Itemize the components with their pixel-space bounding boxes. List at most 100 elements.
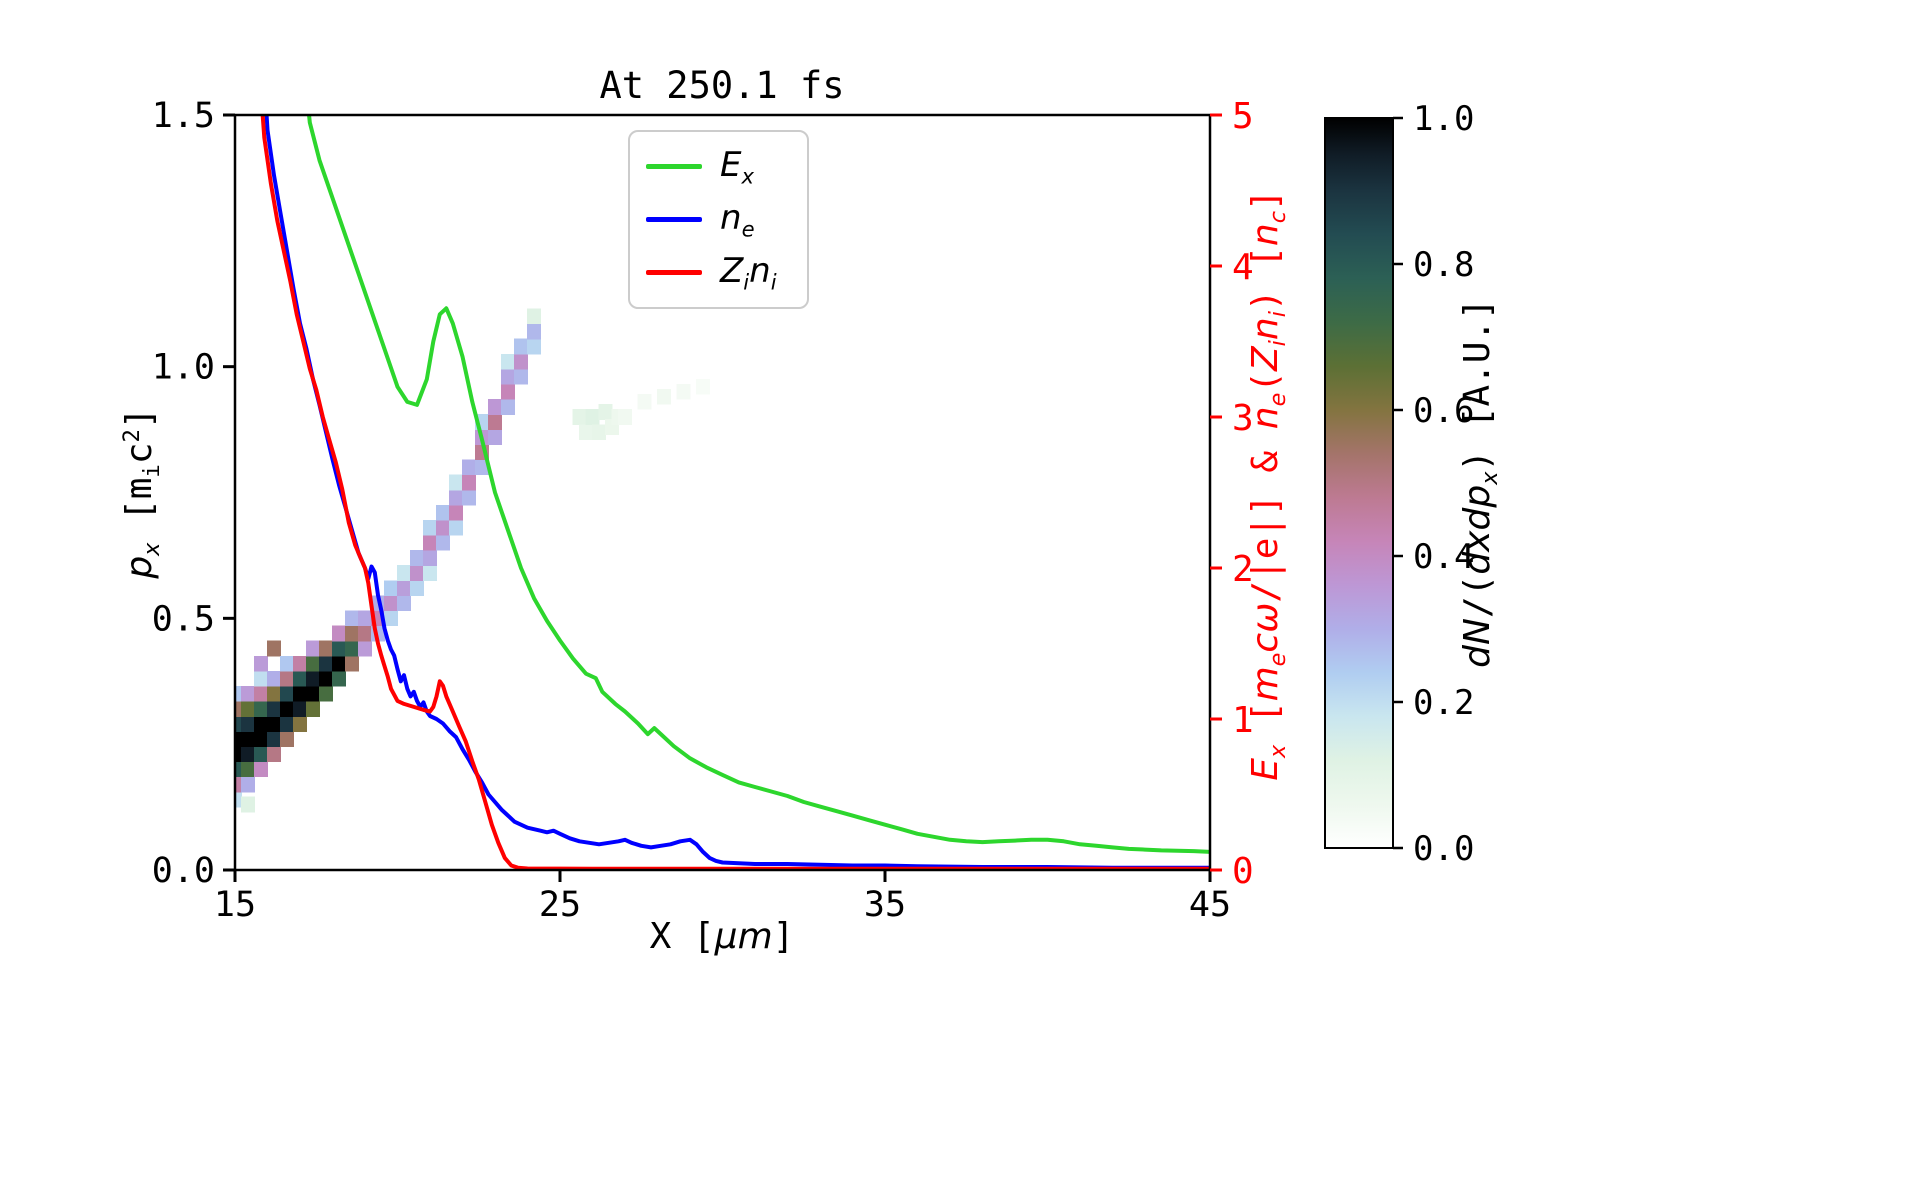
- label-segment: ) [: [1245, 246, 1287, 312]
- label-segment: ]: [1245, 189, 1287, 211]
- heatmap-cell: [488, 414, 502, 430]
- heatmap-cell: [397, 595, 411, 612]
- heatmap-cell: [462, 489, 476, 506]
- heatmap-cell: [514, 368, 528, 385]
- label-segment: X [: [649, 916, 715, 957]
- legend-entry-label: Ex: [720, 145, 754, 188]
- y-left-tick-label: 1.5: [152, 96, 215, 136]
- label-segment: x: [741, 163, 754, 189]
- heatmap-cell: [345, 610, 359, 627]
- heatmap-cell: [280, 701, 294, 717]
- heatmap-cell: [332, 625, 346, 642]
- heatmap-cell: [306, 686, 320, 702]
- label-segment: n: [720, 197, 742, 238]
- label-segment: n: [1245, 406, 1287, 430]
- heatmap-cell: [235, 776, 242, 793]
- label-segment: m: [1245, 666, 1287, 702]
- legend-entry-label: Zini: [720, 251, 777, 294]
- y-right-tick-label: 5: [1232, 96, 1254, 137]
- plot-title: At 250.1 fs: [599, 64, 845, 107]
- heatmap-cell: [358, 610, 372, 627]
- heatmap-cell: [293, 701, 307, 717]
- heatmap-cell: [235, 716, 242, 732]
- label-segment: n: [1245, 223, 1287, 247]
- label-segment: (: [1245, 371, 1287, 393]
- label-segment: ω: [1245, 602, 1287, 633]
- x-tick-label: 35: [864, 885, 906, 925]
- label-segment: ) [A.U.]: [1457, 298, 1499, 472]
- label-segment: x: [1476, 471, 1503, 485]
- label-segment: x: [1264, 744, 1291, 758]
- label-segment: /|e|] &: [1245, 429, 1287, 603]
- heatmap-cell: [267, 716, 281, 732]
- heatmap-cell: [449, 519, 463, 536]
- label-segment: c: [1264, 210, 1291, 224]
- colorbar: [1324, 117, 1394, 849]
- heatmap-cell: [241, 686, 255, 702]
- heatmap-cell: [436, 519, 450, 536]
- heatmap-cell: [358, 640, 372, 657]
- heatmap-cell: [267, 670, 281, 687]
- heatmap-cell: [254, 670, 268, 687]
- label-segment: c: [1245, 632, 1287, 653]
- heatmap-cell: [410, 565, 424, 581]
- heatmap-cell: [235, 746, 242, 763]
- x-tick-label: 25: [539, 885, 581, 925]
- heatmap-cell: [462, 474, 476, 491]
- label-segment: e: [741, 216, 755, 242]
- label-segment: d: [1457, 551, 1499, 575]
- series-line-z-i-n-i: [260, 115, 1210, 870]
- heatmap-cell: [254, 761, 268, 778]
- heatmap-cell: [254, 746, 268, 763]
- heatmap-cell: [241, 701, 255, 717]
- label-segment: e: [1264, 652, 1291, 667]
- heatmap-cell: [358, 625, 372, 642]
- heatmap-cell: [319, 686, 333, 702]
- heatmap-cell: [235, 731, 242, 747]
- colorbar-tick-label: 1.0: [1413, 99, 1474, 139]
- heatmap-cell: [319, 655, 333, 672]
- heatmap-cell: [254, 701, 268, 717]
- legend-line-sample: [646, 164, 702, 169]
- heatmap-cell: [423, 565, 437, 581]
- heatmap-cell: [241, 761, 255, 778]
- heatmap-cell: [637, 394, 652, 410]
- heatmap-cell: [579, 424, 593, 440]
- heatmap-cell: [267, 686, 281, 702]
- heatmap-cell: [488, 429, 502, 445]
- plot-border: [233, 113, 1212, 872]
- heatmap-cell: [345, 625, 359, 642]
- label-segment: [m: [119, 477, 161, 543]
- heatmap-cell: [572, 409, 587, 425]
- legend-line-sample: [646, 217, 702, 222]
- label-segment: d: [1457, 644, 1499, 668]
- heatmap-cell: [397, 580, 411, 596]
- heatmap-cell: [436, 504, 450, 521]
- heatmap-cell: [423, 535, 437, 551]
- heatmap: [235, 308, 710, 813]
- label-segment: N: [1457, 618, 1499, 645]
- heatmap-cell: [241, 731, 255, 747]
- heatmap-cell: [280, 686, 294, 702]
- heatmap-cell: [306, 640, 320, 657]
- heatmap-cell: [423, 550, 437, 566]
- heatmap-cell: [235, 761, 242, 778]
- heatmap-cell: [436, 535, 450, 551]
- colorbar-tick-label: 0.6: [1413, 391, 1474, 431]
- label-segment: p: [119, 555, 161, 579]
- heatmap-cell: [345, 640, 359, 657]
- label-segment: i: [139, 464, 166, 478]
- heatmap-cell: [527, 308, 541, 325]
- y-right-tick-label: 3: [1232, 398, 1254, 439]
- heatmap-cell: [293, 686, 307, 702]
- label-segment: c: [119, 442, 161, 465]
- heatmap-cell: [514, 353, 528, 370]
- heatmap-cell: [319, 640, 333, 657]
- heatmap-cell: [293, 655, 307, 672]
- label-segment: n: [1245, 317, 1287, 341]
- legend-entry-label: ne: [720, 198, 755, 241]
- heatmap-cell: [514, 338, 528, 355]
- label-segment: e: [1264, 392, 1291, 407]
- label-segment: E: [1245, 757, 1287, 781]
